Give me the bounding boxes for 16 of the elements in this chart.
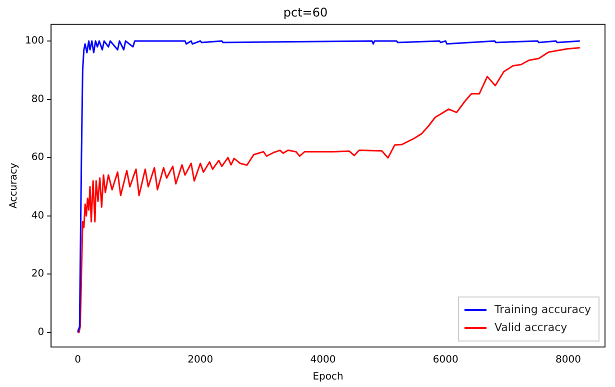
y-tick-label: 80 xyxy=(31,94,44,105)
x-axis-title: Epoch xyxy=(312,372,344,383)
x-tick-label: 8000 xyxy=(555,354,581,366)
y-tick-label: 100 xyxy=(24,36,44,47)
legend-label: Training accuracy xyxy=(493,302,592,316)
legend-label: Valid accracy xyxy=(494,320,568,334)
y-tick-label: 40 xyxy=(31,210,44,222)
y-tick-label: 0 xyxy=(38,327,44,338)
y-axis-title: Accuracy xyxy=(8,162,20,209)
x-tick-label: 2000 xyxy=(188,354,214,366)
x-tick-label: 0 xyxy=(74,354,81,366)
y-tick-label: 20 xyxy=(31,268,44,280)
x-tick-label: 6000 xyxy=(432,354,458,366)
y-tick-label: 60 xyxy=(31,152,44,164)
x-tick-label: 4000 xyxy=(310,354,336,366)
chart-title: pct=60 xyxy=(283,5,328,20)
